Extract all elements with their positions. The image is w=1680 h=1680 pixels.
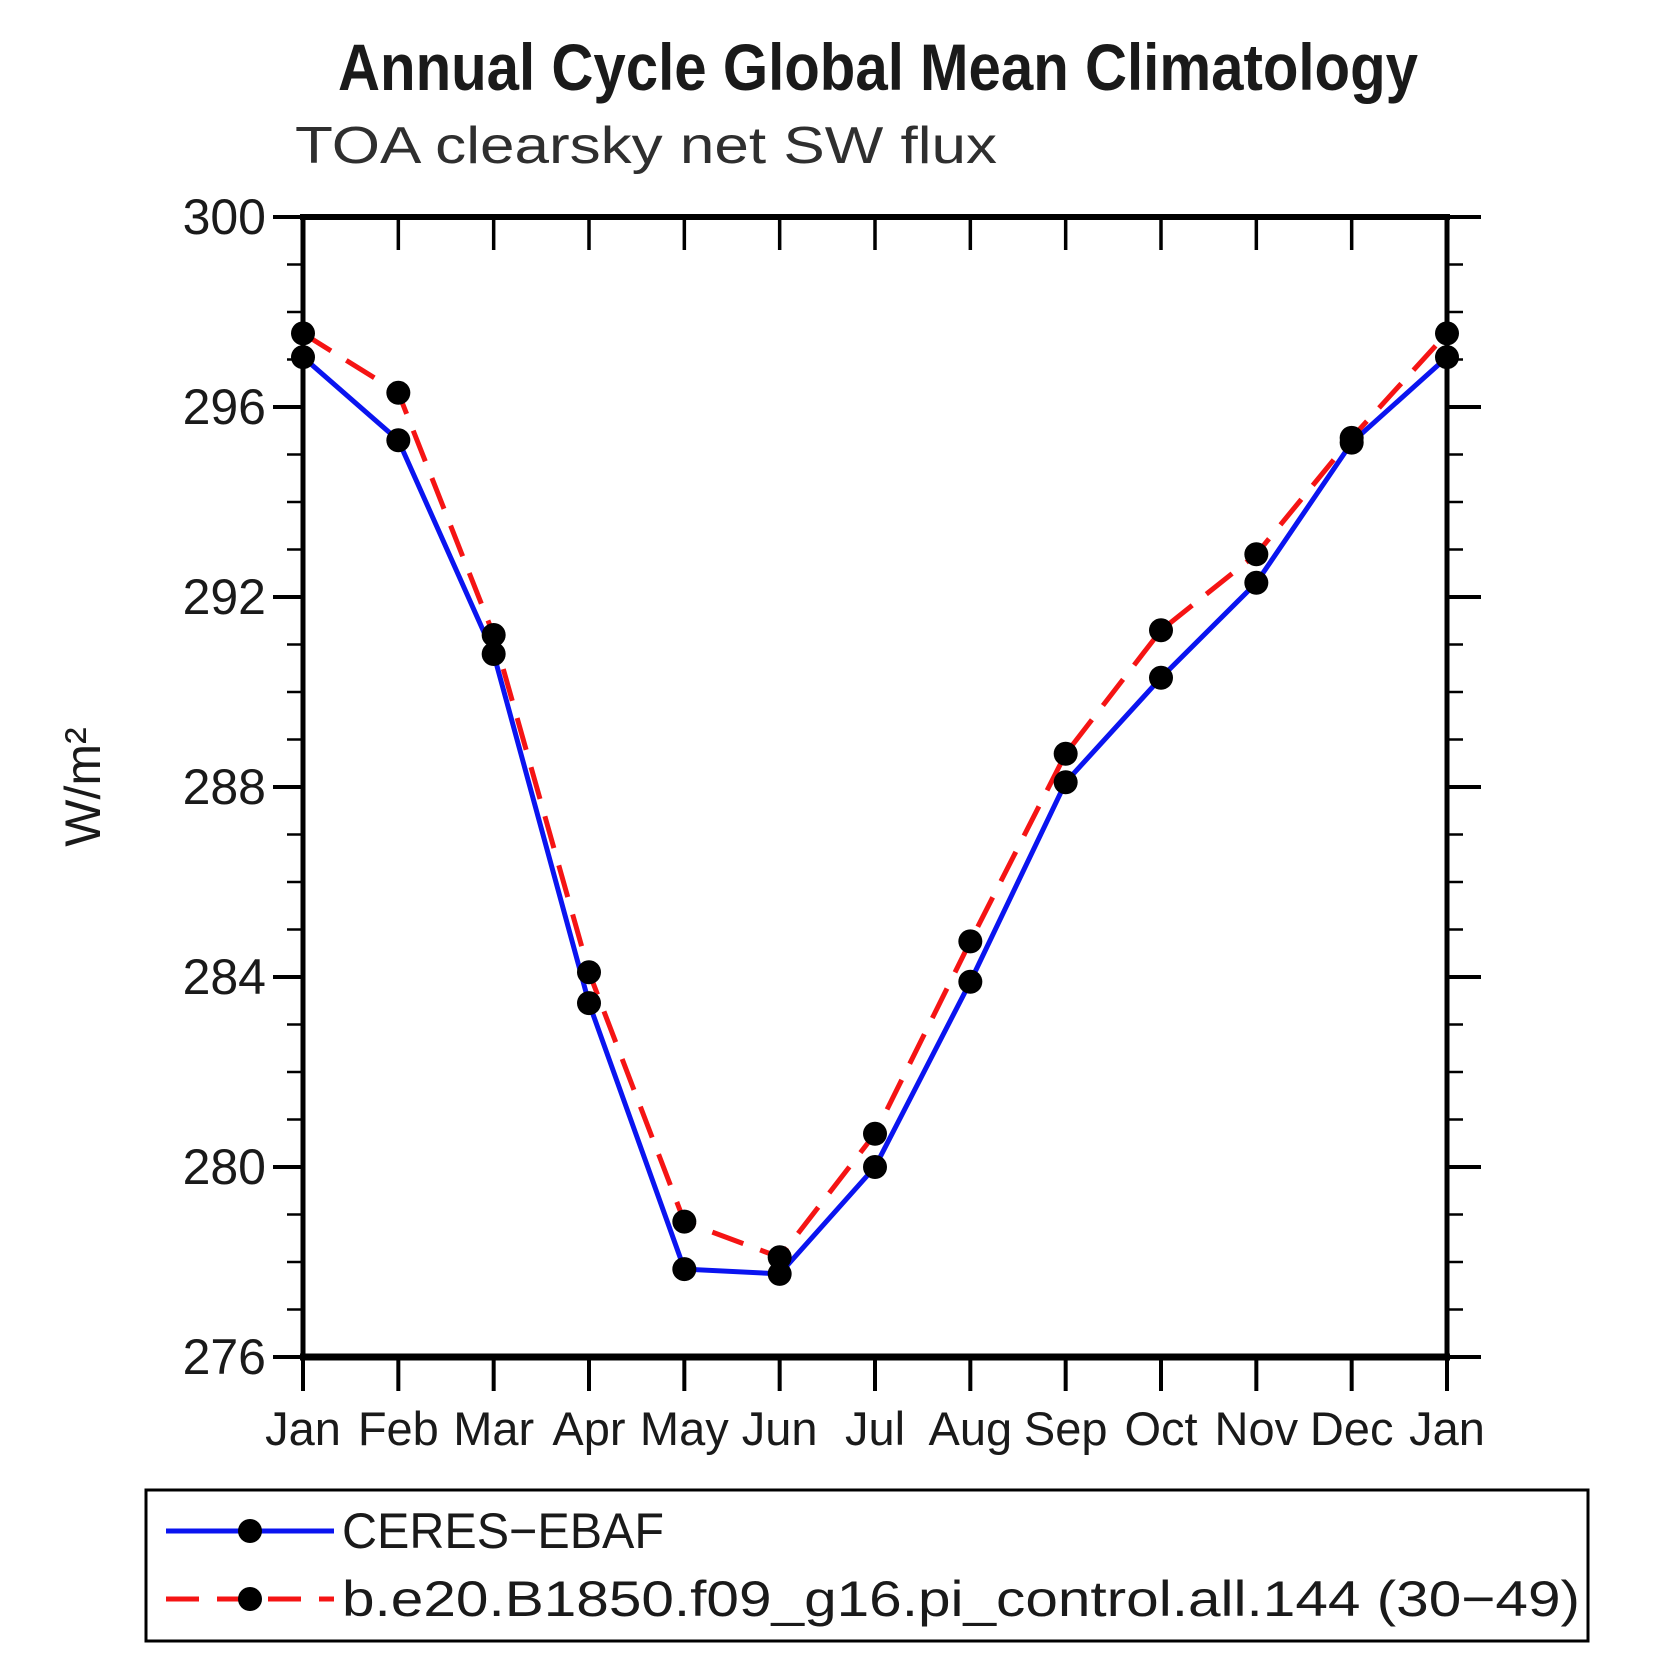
- data-point-marker: [481, 623, 506, 647]
- data-point-marker: [386, 428, 411, 453]
- y-tick-label: 288: [183, 759, 266, 815]
- data-point-marker: [958, 969, 983, 994]
- data-point-marker: [1244, 542, 1269, 567]
- data-point-marker: [767, 1245, 792, 1270]
- chart-title: Annual Cycle Global Mean Climatology: [338, 30, 1418, 104]
- legend-marker: [238, 1519, 262, 1543]
- data-point-marker: [1149, 665, 1173, 690]
- axis-frame: [300, 214, 1450, 1361]
- y-tick-label: 280: [183, 1139, 266, 1195]
- y-tick-label: 276: [183, 1329, 266, 1385]
- data-point-marker: [672, 1209, 697, 1234]
- y-axis-title: W/m²: [55, 727, 111, 846]
- x-tick-label: Jun: [742, 1402, 818, 1455]
- series-line: [301, 331, 1449, 1261]
- x-tick-label: May: [640, 1402, 729, 1455]
- legend-rows: CERES−EBAF b.e20.B1850.f09_g16.pi_control…: [166, 1503, 1580, 1627]
- x-tick-label: Feb: [358, 1402, 439, 1455]
- axis-ticks: [273, 215, 1481, 1391]
- data-point-marker: [1339, 425, 1364, 450]
- data-point-marker: [1149, 618, 1173, 643]
- data-point-marker: [958, 929, 983, 954]
- y-tick-label: 284: [183, 949, 266, 1005]
- y-tick-label: 292: [183, 569, 266, 625]
- x-tick-label: Jul: [845, 1402, 905, 1455]
- x-tick-label: Nov: [1215, 1402, 1299, 1455]
- x-tick-label: Mar: [453, 1402, 534, 1455]
- data-point-marker: [577, 960, 601, 985]
- x-tick-label: Apr: [552, 1402, 625, 1455]
- data-point-marker: [1053, 770, 1078, 795]
- legend-box: [144, 1488, 1590, 1643]
- x-tick-label: Jan: [1409, 1402, 1485, 1455]
- x-tick-label: Sep: [1024, 1402, 1108, 1455]
- x-tick-label: Jan: [265, 1402, 341, 1455]
- data-point-marker: [577, 991, 601, 1016]
- legend-label: CERES−EBAF: [342, 1503, 664, 1559]
- y-tick-label: 300: [183, 189, 266, 245]
- data-point-marker: [1435, 345, 1459, 370]
- y-tick-label: 296: [183, 379, 266, 435]
- data-point-marker: [1244, 570, 1269, 595]
- data-series: [291, 321, 1459, 1286]
- data-point-marker: [863, 1155, 887, 1179]
- data-point-marker: [481, 642, 506, 666]
- data-point-marker: [291, 345, 315, 370]
- chart-subtitle: TOA clearsky net SW flux: [295, 117, 997, 175]
- data-point-marker: [386, 380, 411, 405]
- data-point-marker: [672, 1257, 697, 1282]
- x-tick-label: Dec: [1310, 1402, 1394, 1455]
- data-point-marker: [291, 321, 315, 346]
- data-point-marker: [1435, 321, 1459, 346]
- legend-label: b.e20.B1850.f09_g16.pi_control.all.144 (…: [342, 1571, 1580, 1627]
- x-tick-label: Oct: [1124, 1402, 1197, 1455]
- legend: CERES−EBAF b.e20.B1850.f09_g16.pi_control…: [144, 1488, 1590, 1643]
- data-point-marker: [1053, 741, 1078, 766]
- data-point-marker: [863, 1121, 887, 1146]
- x-tick-labels: Jan Feb Mar Apr May Jun Jul Aug Sep Oct Nov Dec Jan: [265, 1402, 1485, 1455]
- legend-marker: [238, 1587, 262, 1611]
- data-point-marker: [767, 1261, 792, 1286]
- x-tick-label: Aug: [929, 1402, 1013, 1455]
- y-tick-labels: 276 280 284 288 292 296 300: [183, 189, 266, 1385]
